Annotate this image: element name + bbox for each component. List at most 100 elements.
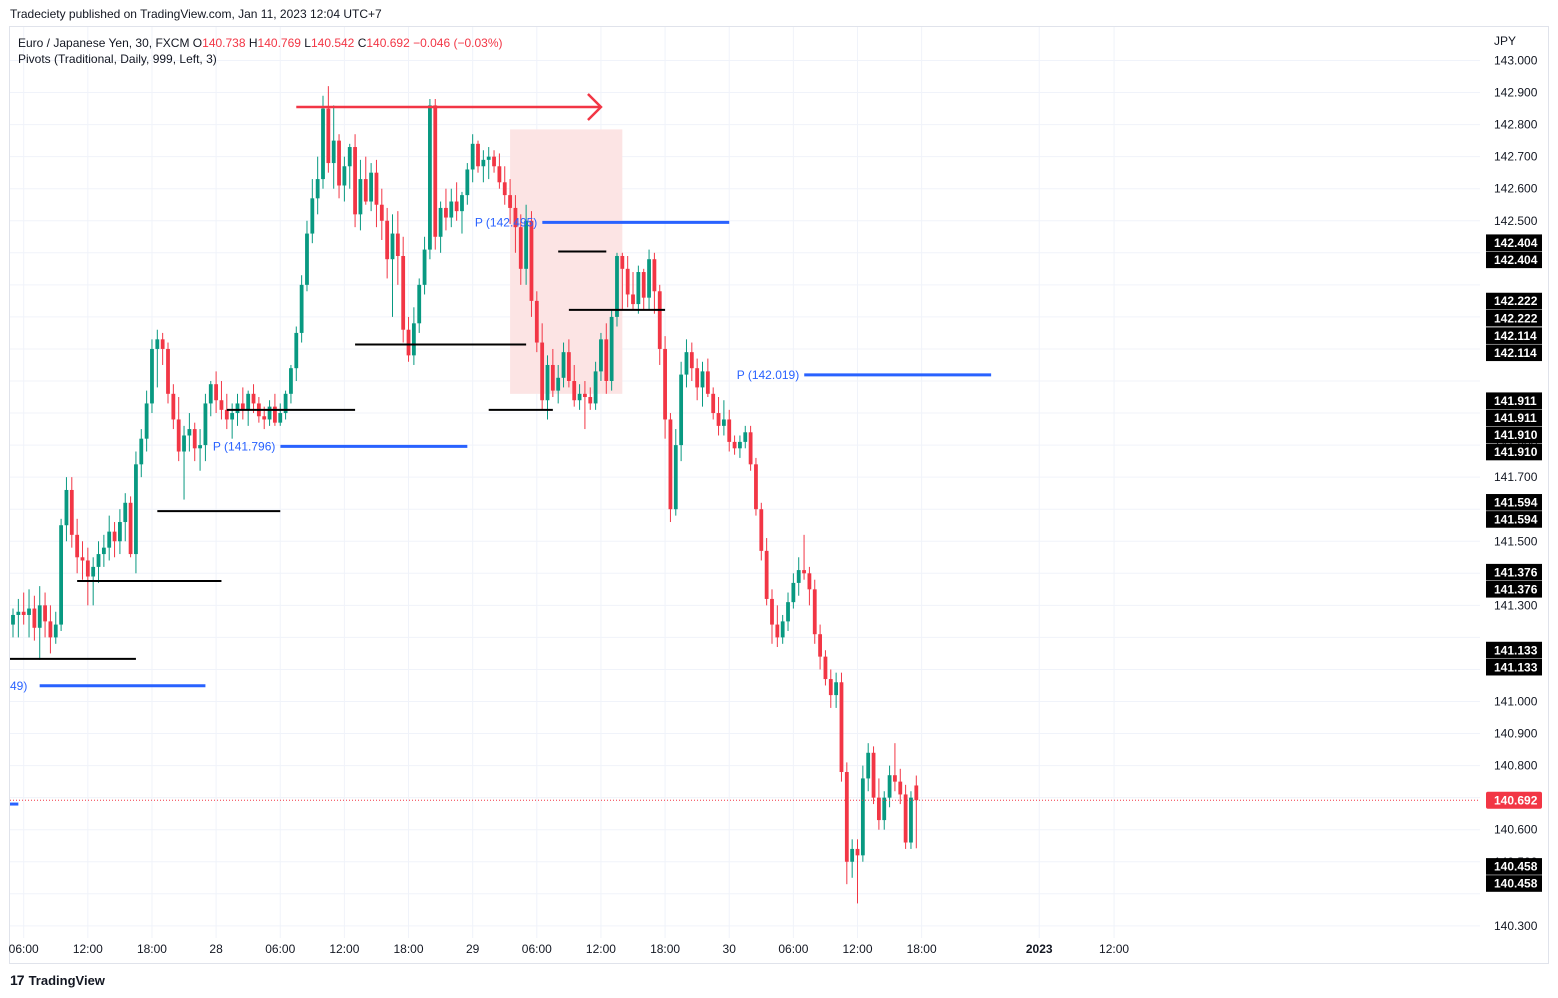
price-label-bg [1486, 327, 1542, 344]
brand-name: TradingView [28, 972, 105, 988]
candle-up [118, 522, 122, 542]
candle-up [470, 143, 475, 170]
candle-down [705, 371, 710, 394]
candle-up [187, 429, 192, 436]
price-label: 142.404 [1494, 236, 1538, 250]
candle-down [518, 227, 523, 269]
y-tick-label: 141.300 [1494, 598, 1538, 612]
candle-up [593, 371, 598, 404]
candle-up [411, 323, 416, 356]
candle-up [59, 525, 64, 625]
candle-up [615, 256, 619, 317]
candle-down [476, 143, 480, 167]
candle-up [684, 352, 689, 375]
x-tick-label: 06:00 [522, 942, 552, 956]
candle-down [534, 300, 539, 343]
x-tick-label: 18:00 [137, 942, 167, 956]
price-label: 142.222 [1494, 311, 1538, 325]
candle-up [278, 413, 283, 423]
x-tick-label: 06:00 [265, 942, 295, 956]
price-label-bg [1486, 292, 1542, 310]
candle-down [166, 348, 170, 394]
candle-up [358, 179, 363, 215]
candle-up [53, 624, 58, 638]
y-tick-label: 142.800 [1494, 118, 1538, 132]
x-tick-label: 06:00 [778, 942, 808, 956]
candle-down [550, 364, 555, 391]
candle-down [251, 393, 256, 404]
candle-up [449, 201, 454, 218]
pivot-label: P (142.495) [475, 215, 538, 229]
candle-up [246, 393, 251, 410]
candle-down [903, 794, 908, 843]
candle-down [641, 272, 646, 298]
candle-down [444, 207, 448, 218]
candle-up [134, 464, 138, 555]
x-tick-label: 29 [466, 942, 480, 956]
candle-up [155, 339, 160, 349]
close-value: 140.692 [366, 36, 410, 50]
candle-down [112, 531, 117, 542]
open-value: 140.738 [202, 36, 246, 50]
low-value: 140.542 [310, 36, 355, 50]
candle-up [305, 233, 309, 285]
candle-down [80, 557, 85, 561]
candle-up [860, 778, 865, 856]
price-label-bg [1486, 658, 1542, 676]
y-tick-label: 142.600 [1494, 182, 1538, 196]
candle-down [395, 233, 400, 257]
price-label-bg [1486, 580, 1542, 598]
candle-down [75, 534, 80, 558]
y-tick-label: 140.600 [1494, 823, 1538, 837]
candle-down [401, 256, 406, 330]
candle-up [422, 249, 427, 285]
candle-down [540, 342, 545, 401]
candle-down [711, 393, 716, 414]
price-label: 140.458 [1494, 860, 1538, 874]
y-tick-label: 141.700 [1494, 470, 1538, 484]
candle-down [663, 348, 667, 420]
candle-up [107, 531, 112, 548]
y-tick-label: 140.900 [1494, 727, 1538, 741]
y-tick-label: 142.500 [1494, 214, 1538, 228]
candle-up [342, 166, 347, 186]
indicator-name[interactable]: Pivots (Traditional, Daily, 999, Left, 3… [18, 52, 217, 66]
candle-down [823, 656, 828, 680]
candle-up [481, 159, 486, 167]
y-tick-label: 141.500 [1494, 534, 1538, 548]
candle-up [267, 406, 272, 420]
price-label: 142.404 [1494, 253, 1538, 267]
x-tick-label: 30 [723, 942, 737, 956]
candle-up [460, 195, 464, 212]
candle-up [428, 105, 432, 250]
candle-up [11, 614, 15, 625]
candle-up [700, 371, 705, 388]
candle-down [85, 560, 90, 577]
price-label-bg [1486, 494, 1542, 511]
high-value: 140.769 [257, 36, 301, 50]
candle-down [353, 147, 357, 215]
symbol-name[interactable]: Euro / Japanese Yen, 30, FXCM [18, 36, 190, 50]
candle-down [748, 432, 753, 465]
x-tick-label: 18:00 [907, 942, 937, 956]
candle-down [652, 259, 657, 292]
candle-down [620, 256, 625, 269]
y-tick-label: 141.000 [1494, 695, 1538, 709]
candle-up [144, 403, 149, 439]
low-label: L [304, 36, 311, 50]
candle-up [16, 611, 21, 615]
candle-up [743, 432, 748, 442]
price-label-bg [1486, 392, 1542, 410]
candle-up [310, 198, 315, 234]
close-label: C [357, 36, 367, 50]
candle-up [545, 364, 550, 401]
candle-up [850, 848, 855, 862]
candle-up [673, 445, 678, 510]
candle-down [770, 598, 774, 625]
price-label-bg [1486, 426, 1542, 444]
footer: 17 TradingView [10, 972, 105, 988]
candle-down [502, 182, 507, 196]
price-label: 142.114 [1494, 329, 1537, 343]
price-label: 141.594 [1494, 513, 1538, 527]
